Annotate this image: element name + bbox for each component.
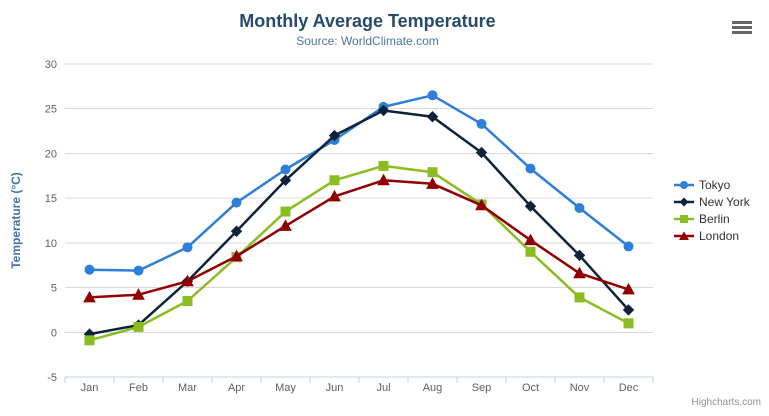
legend-item-london[interactable]: London (674, 227, 750, 244)
point-berlin-jun[interactable] (329, 175, 340, 186)
x-tick-label: Jan (81, 382, 99, 394)
point-tokyo-may[interactable] (280, 164, 291, 175)
point-tokyo-aug[interactable] (427, 90, 438, 101)
legend-label: London (699, 228, 740, 243)
point-berlin-jan[interactable] (84, 335, 95, 346)
point-new-york-nov[interactable] (573, 249, 586, 262)
series-london-line (88, 179, 630, 299)
point-new-york-jun[interactable] (328, 129, 341, 142)
y-axis-title: Temperature (°C) (9, 172, 23, 269)
point-london-feb[interactable] (132, 288, 145, 300)
point-new-york-aug[interactable] (426, 111, 439, 123)
point-berlin-dec[interactable] (623, 318, 634, 329)
point-london-apr[interactable] (230, 249, 243, 262)
point-london-jul[interactable] (377, 173, 390, 186)
point-tokyo-apr[interactable] (231, 197, 242, 208)
point-berlin-mar[interactable] (182, 295, 193, 306)
legend-label: New York (699, 194, 750, 209)
point-tokyo-feb[interactable] (133, 265, 144, 276)
y-tick-label: 15 (45, 193, 57, 205)
point-tokyo-mar[interactable] (182, 242, 193, 253)
x-tick-label: Aug (423, 382, 443, 394)
legend: Tokyo New York Berlin London (674, 176, 750, 244)
context-menu-button[interactable] (730, 18, 754, 38)
point-tokyo-jan[interactable] (84, 264, 95, 275)
point-tokyo-dec[interactable] (623, 241, 634, 252)
x-tick-label: May (275, 382, 296, 394)
point-london-oct[interactable] (524, 233, 537, 246)
point-new-york-dec[interactable] (622, 304, 635, 316)
circle-legend-marker-icon (674, 180, 694, 189)
diamond-legend-marker-icon (674, 197, 694, 206)
point-london-may[interactable] (279, 219, 292, 231)
legend-item-berlin[interactable]: Berlin (674, 210, 750, 227)
series-new-york (83, 104, 635, 340)
hamburger-menu-icon (732, 25, 752, 29)
point-tokyo-oct[interactable] (525, 163, 536, 174)
series-berlin (84, 160, 634, 346)
legend-item-tokyo[interactable]: Tokyo (674, 176, 750, 193)
point-london-nov[interactable] (573, 266, 586, 279)
x-tick-label: Nov (570, 382, 590, 394)
series-berlin-line (88, 164, 630, 342)
triangle-legend-marker-icon (674, 231, 694, 240)
point-london-aug[interactable] (426, 177, 439, 189)
square-legend-marker-icon (674, 214, 694, 223)
series-tokyo-line (88, 94, 630, 272)
x-tick-label: Oct (522, 382, 539, 394)
point-tokyo-nov[interactable] (574, 202, 585, 213)
point-london-jan[interactable] (83, 290, 96, 303)
x-tick-label: Feb (129, 382, 148, 394)
x-tick-label: Jul (376, 382, 390, 394)
point-tokyo-sep[interactable] (476, 118, 487, 129)
point-london-dec[interactable] (622, 282, 635, 295)
series-new-york-line (88, 109, 630, 336)
x-tick-label: Sep (472, 382, 492, 394)
point-berlin-nov[interactable] (574, 292, 585, 303)
credits-link[interactable]: Highcharts.com (691, 397, 761, 408)
point-new-york-oct[interactable] (524, 200, 537, 212)
y-tick-label: 25 (45, 104, 57, 116)
series-london (83, 173, 635, 303)
point-berlin-oct[interactable] (525, 246, 536, 257)
series-tokyo (84, 90, 634, 276)
chart-subtitle: Source: WorldClimate.com (296, 34, 439, 48)
y-tick-label: -5 (47, 372, 57, 384)
point-berlin-may[interactable] (280, 206, 291, 217)
point-berlin-feb[interactable] (133, 321, 144, 332)
point-berlin-aug[interactable] (427, 167, 438, 178)
point-london-sep[interactable] (475, 198, 488, 211)
y-tick-label: 10 (45, 238, 57, 250)
point-new-york-jul[interactable] (377, 104, 390, 117)
point-new-york-apr[interactable] (230, 225, 243, 237)
y-tick-label: 30 (45, 59, 57, 71)
x-tick-label: Apr (228, 382, 245, 394)
point-london-mar[interactable] (181, 274, 194, 287)
y-tick-label: 0 (51, 327, 57, 339)
point-new-york-sep[interactable] (475, 146, 488, 159)
chart-title: Monthly Average Temperature (239, 11, 496, 31)
point-london-jun[interactable] (328, 189, 341, 202)
x-tick-label: Dec (619, 382, 639, 394)
y-tick-label: 5 (51, 283, 57, 295)
y-tick-label: 20 (45, 148, 57, 160)
legend-label: Berlin (699, 211, 730, 226)
hamburger-menu-icon (732, 30, 752, 34)
point-berlin-jul[interactable] (378, 160, 389, 171)
x-tick-label: Mar (178, 382, 197, 394)
hamburger-menu-icon (732, 20, 752, 24)
point-new-york-may[interactable] (279, 174, 292, 186)
x-tick-label: Jun (326, 382, 344, 394)
legend-item-new-york[interactable]: New York (674, 193, 750, 210)
legend-label: Tokyo (699, 177, 731, 192)
